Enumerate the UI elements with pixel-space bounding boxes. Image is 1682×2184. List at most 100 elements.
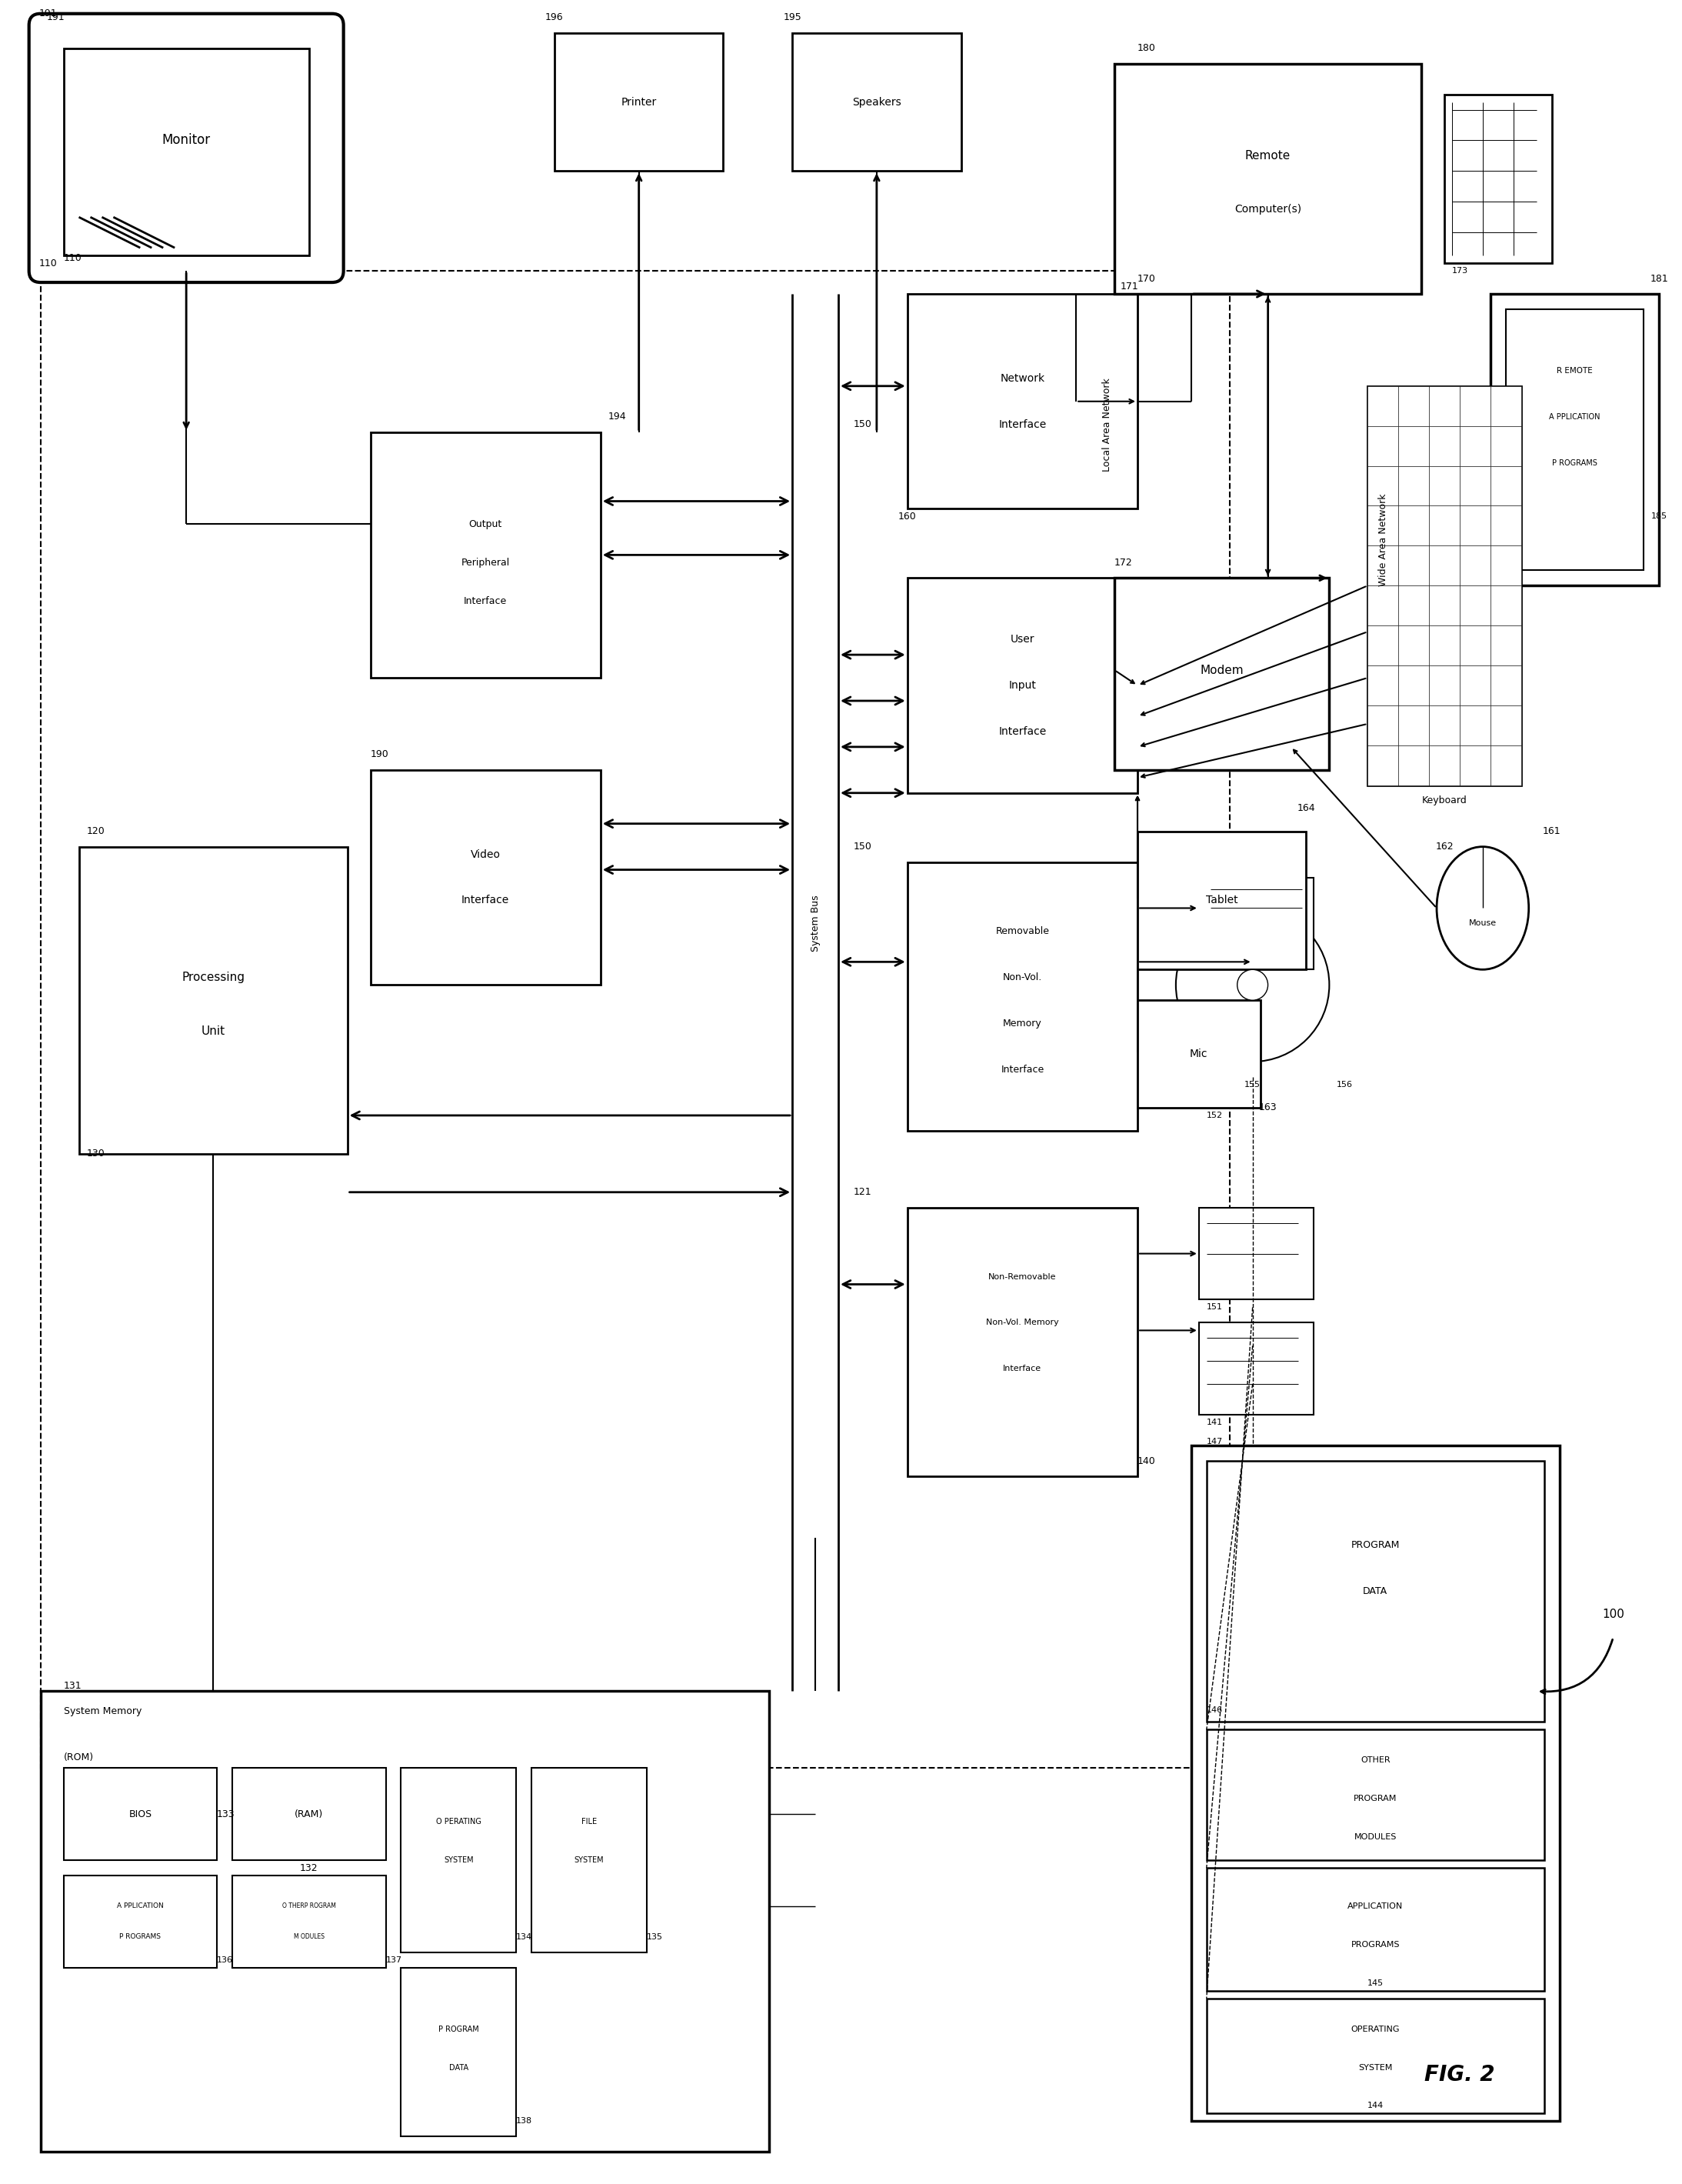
Bar — [1206, 1461, 1544, 1721]
Bar — [1490, 426, 1521, 465]
Text: 163: 163 — [1258, 1103, 1277, 1112]
Text: Removable: Removable — [996, 926, 1050, 937]
Text: 145: 145 — [1367, 1979, 1383, 1987]
Text: 130: 130 — [86, 1149, 104, 1160]
Text: Memory: Memory — [1002, 1018, 1041, 1029]
Bar — [1490, 465, 1521, 507]
Text: Unit: Unit — [202, 1024, 225, 1037]
Text: 131: 131 — [64, 1682, 82, 1690]
Text: 191: 191 — [47, 13, 66, 22]
Text: Keyboard: Keyboard — [1421, 795, 1467, 806]
Text: DATA: DATA — [1362, 1586, 1388, 1597]
Text: User: User — [1011, 633, 1034, 644]
Bar — [1460, 625, 1490, 666]
Text: Peripheral: Peripheral — [461, 557, 510, 568]
Bar — [1367, 705, 1398, 745]
Text: 135: 135 — [646, 1933, 663, 1942]
Bar — [1367, 745, 1398, 786]
Text: 180: 180 — [1137, 44, 1156, 52]
Text: SYSTEM: SYSTEM — [444, 1856, 473, 1863]
Text: FILE: FILE — [582, 1817, 597, 1826]
Bar — [1115, 579, 1329, 771]
Text: 136: 136 — [217, 1957, 234, 1963]
Text: Input: Input — [1009, 679, 1036, 690]
Bar — [1490, 666, 1521, 705]
Bar — [1430, 465, 1460, 507]
Text: 138: 138 — [516, 2116, 533, 2125]
Bar — [1367, 666, 1398, 705]
Text: Wide Area Network: Wide Area Network — [1378, 494, 1388, 585]
Bar — [1398, 625, 1430, 666]
Bar — [1430, 507, 1460, 546]
Text: 144: 144 — [1367, 2101, 1384, 2110]
Bar — [1367, 465, 1398, 507]
Text: A PPLICATION: A PPLICATION — [1549, 413, 1600, 422]
Text: Modem: Modem — [1201, 664, 1243, 675]
Bar — [1490, 295, 1658, 585]
Text: 121: 121 — [854, 1188, 871, 1197]
Bar — [1398, 387, 1430, 426]
Bar — [1430, 426, 1460, 465]
Text: O THERP ROGRAM: O THERP ROGRAM — [283, 1902, 336, 1909]
Bar — [40, 271, 1230, 1769]
Bar — [1505, 310, 1643, 570]
Text: 132: 132 — [299, 1863, 318, 1874]
Text: Printer: Printer — [621, 96, 656, 107]
Bar — [1367, 546, 1398, 585]
Bar — [1398, 666, 1430, 705]
Text: Tablet: Tablet — [1206, 895, 1238, 906]
Bar — [1490, 745, 1521, 786]
Text: 155: 155 — [1245, 1081, 1260, 1088]
Bar — [370, 432, 600, 677]
Text: 134: 134 — [516, 1933, 533, 1942]
Text: APPLICATION: APPLICATION — [1347, 1902, 1403, 1911]
Text: BIOS: BIOS — [128, 1808, 151, 1819]
Text: 172: 172 — [1115, 557, 1132, 568]
Text: 156: 156 — [1337, 1081, 1352, 1088]
Bar — [1367, 585, 1398, 625]
Text: 194: 194 — [609, 413, 626, 422]
Bar — [1199, 878, 1314, 970]
Bar — [1398, 745, 1430, 786]
Text: (ROM): (ROM) — [64, 1754, 94, 1762]
Text: Non-Vol. Memory: Non-Vol. Memory — [986, 1319, 1060, 1326]
Bar — [1490, 507, 1521, 546]
Bar — [1398, 546, 1430, 585]
Circle shape — [1176, 909, 1329, 1061]
Bar — [370, 771, 600, 985]
Bar — [907, 579, 1137, 793]
Text: 181: 181 — [1650, 273, 1669, 284]
Bar — [400, 1968, 516, 2136]
Text: Interface: Interface — [999, 419, 1046, 430]
Text: 160: 160 — [898, 511, 917, 522]
Text: 146: 146 — [1206, 1706, 1223, 1714]
Bar — [232, 1769, 385, 1861]
Bar — [64, 1876, 217, 1968]
Text: Speakers: Speakers — [853, 96, 902, 107]
Bar — [400, 1769, 516, 1952]
Text: Interface: Interface — [1002, 1365, 1041, 1372]
Text: 100: 100 — [1601, 1610, 1625, 1621]
FancyBboxPatch shape — [29, 13, 343, 282]
Text: System Memory: System Memory — [64, 1706, 141, 1717]
Bar — [907, 863, 1137, 1131]
Bar — [1460, 585, 1490, 625]
Bar — [1490, 546, 1521, 585]
Text: 110: 110 — [39, 258, 57, 269]
Bar — [1460, 705, 1490, 745]
Bar — [1460, 387, 1490, 426]
Bar — [1206, 1998, 1544, 2114]
Bar — [907, 295, 1137, 509]
Bar — [1398, 465, 1430, 507]
Text: System Bus: System Bus — [811, 895, 821, 952]
Text: 185: 185 — [1652, 513, 1667, 520]
Bar — [1367, 426, 1398, 465]
Text: P ROGRAM: P ROGRAM — [439, 2025, 479, 2033]
Text: Computer(s): Computer(s) — [1235, 203, 1302, 214]
Text: 147: 147 — [1206, 1437, 1223, 1446]
Text: PROGRAM: PROGRAM — [1351, 1540, 1399, 1551]
Bar — [1199, 1324, 1314, 1415]
Bar — [1199, 1208, 1314, 1299]
Text: 195: 195 — [784, 13, 801, 22]
Text: 164: 164 — [1297, 804, 1315, 812]
